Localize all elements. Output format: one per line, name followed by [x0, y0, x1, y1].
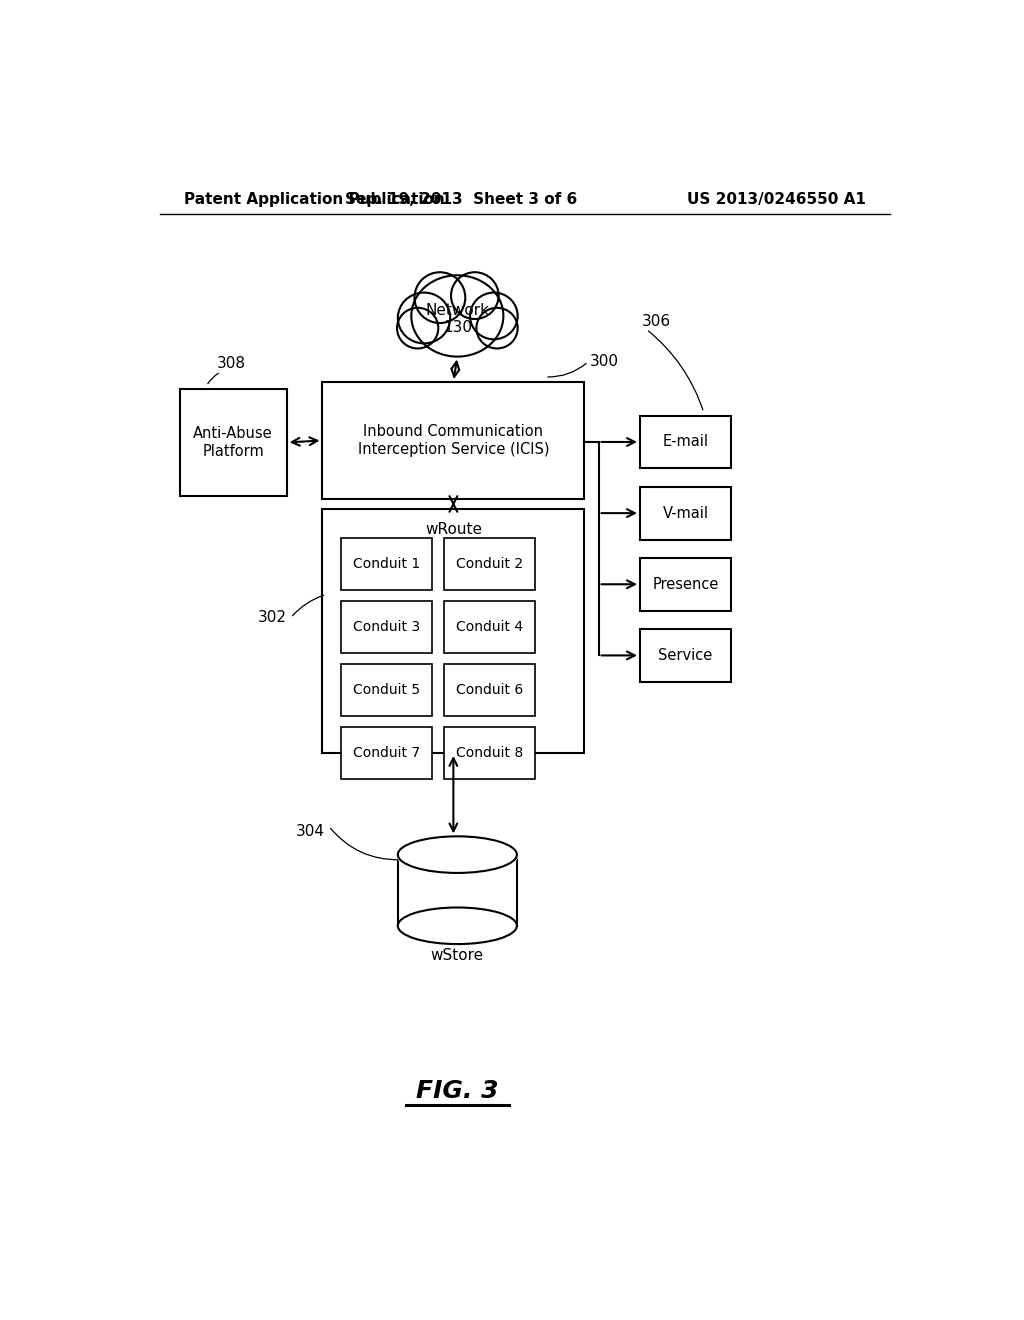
- Ellipse shape: [415, 272, 465, 323]
- Text: 306: 306: [642, 314, 672, 329]
- FancyBboxPatch shape: [323, 510, 585, 752]
- FancyBboxPatch shape: [341, 726, 432, 779]
- Text: Conduit 3: Conduit 3: [352, 620, 420, 634]
- Text: Conduit 2: Conduit 2: [456, 557, 523, 572]
- Text: 308: 308: [217, 356, 246, 371]
- Ellipse shape: [470, 293, 518, 339]
- FancyBboxPatch shape: [341, 601, 432, 653]
- FancyBboxPatch shape: [341, 537, 432, 590]
- FancyBboxPatch shape: [640, 630, 731, 682]
- Text: Conduit 1: Conduit 1: [352, 557, 420, 572]
- Text: Sep. 19, 2013  Sheet 3 of 6: Sep. 19, 2013 Sheet 3 of 6: [345, 191, 578, 206]
- Text: Inbound Communication
Interception Service (ICIS): Inbound Communication Interception Servi…: [357, 424, 549, 457]
- Text: wStore: wStore: [431, 948, 484, 964]
- Text: E-mail: E-mail: [663, 434, 709, 450]
- FancyBboxPatch shape: [443, 726, 536, 779]
- Ellipse shape: [397, 308, 438, 348]
- FancyBboxPatch shape: [443, 537, 536, 590]
- Text: Conduit 5: Conduit 5: [352, 682, 420, 697]
- Text: Conduit 7: Conduit 7: [352, 746, 420, 760]
- FancyBboxPatch shape: [640, 416, 731, 469]
- Text: Anti-Abuse
Platform: Anti-Abuse Platform: [194, 426, 273, 458]
- Ellipse shape: [451, 272, 499, 319]
- Bar: [397, 854, 517, 925]
- Text: Service: Service: [658, 648, 713, 663]
- Text: US 2013/0246550 A1: US 2013/0246550 A1: [687, 191, 866, 206]
- Text: Conduit 8: Conduit 8: [456, 746, 523, 760]
- FancyBboxPatch shape: [323, 381, 585, 499]
- Ellipse shape: [397, 293, 451, 343]
- Text: V-mail: V-mail: [663, 506, 709, 520]
- Text: Conduit 6: Conduit 6: [456, 682, 523, 697]
- Text: wRoute: wRoute: [425, 521, 482, 537]
- Ellipse shape: [476, 308, 518, 348]
- Text: Patent Application Publication: Patent Application Publication: [183, 191, 444, 206]
- Ellipse shape: [397, 907, 517, 944]
- FancyBboxPatch shape: [341, 664, 432, 717]
- Ellipse shape: [412, 276, 504, 356]
- FancyBboxPatch shape: [443, 601, 536, 653]
- Text: FIG. 3: FIG. 3: [416, 1080, 499, 1104]
- Text: Presence: Presence: [652, 577, 719, 591]
- FancyBboxPatch shape: [179, 389, 287, 496]
- FancyBboxPatch shape: [443, 664, 536, 717]
- Text: Conduit 4: Conduit 4: [456, 620, 523, 634]
- FancyBboxPatch shape: [640, 487, 731, 540]
- Text: Network
130: Network 130: [425, 302, 489, 335]
- Text: 300: 300: [590, 354, 618, 370]
- FancyBboxPatch shape: [640, 558, 731, 611]
- Ellipse shape: [397, 837, 517, 873]
- Text: 302: 302: [258, 610, 287, 626]
- Text: 304: 304: [296, 824, 325, 838]
